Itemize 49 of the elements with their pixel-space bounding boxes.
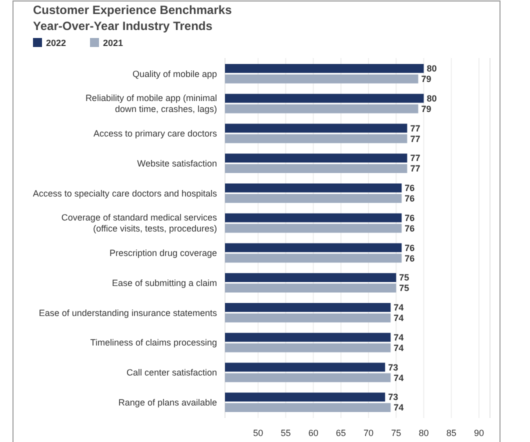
x-tick-label: 80 [418, 428, 429, 438]
legend-label: 2021 [103, 38, 124, 48]
data-label: 80 [426, 64, 437, 74]
data-label: 74 [394, 372, 404, 383]
x-tick-label: 85 [446, 428, 456, 438]
text: Year-Over-Year Industry Trends [33, 19, 213, 33]
data-label: 80 [426, 93, 437, 104]
data-label: 74 [394, 332, 404, 342]
data-label: 76 [404, 223, 415, 234]
y-tick-label: Quality of mobile app [132, 68, 217, 79]
data-label: 76 [404, 253, 415, 264]
data-label: 77 [410, 164, 420, 174]
data-label: 73 [388, 362, 398, 372]
data-label: 76 [404, 242, 415, 253]
x-tick-label: 60 [308, 428, 318, 438]
y-tick-label: Access to primary care doctors [93, 128, 218, 139]
y-tick-label: Ease of understanding insurance statements [38, 308, 218, 318]
data-label: 77 [410, 123, 420, 134]
legend-label: 2022 [46, 38, 66, 48]
x-tick-label: 75 [391, 428, 402, 438]
data-label: 75 [399, 272, 410, 283]
x-tick-label: 50 [253, 428, 264, 438]
x-tick-label: 55 [280, 428, 291, 438]
data-label: 74 [394, 302, 404, 313]
data-label: 79 [421, 104, 432, 114]
y-tick-label: Website satisfaction [137, 158, 217, 168]
data-label: 77 [410, 153, 420, 164]
y-tick-label: Access to specialty care doctors and hospitals [32, 188, 218, 198]
data-label: 79 [421, 74, 432, 84]
x-tick-label: 90 [474, 428, 484, 438]
y-tick-label: Coverage of standard medical services (office visits, tests, procedures) [61, 212, 218, 234]
x-tick-label: 70 [364, 428, 374, 438]
data-label: 73 [388, 392, 398, 402]
y-tick-label: Prescription drug coverage [109, 248, 217, 258]
data-label: 74 [394, 313, 404, 324]
data-label: 76 [404, 212, 415, 223]
x-tick-label: 65 [336, 428, 346, 438]
chart-title: Customer Experience Benchmarks [33, 3, 232, 17]
y-tick-label: Range of plans available [118, 397, 217, 408]
y-tick-label: Call center satisfaction [126, 368, 217, 378]
y-tick-label: Timeliness of claims processing [90, 338, 217, 348]
y-tick-label: Ease of submitting a claim [112, 278, 217, 288]
data-label: 74 [394, 342, 404, 353]
data-label: 74 [394, 402, 404, 413]
data-label: 77 [410, 134, 420, 144]
y-tick-label: Reliability of mobile app (minimal down time, crashes, lags) [85, 93, 217, 114]
data-label: 76 [404, 183, 415, 194]
data-label: 76 [404, 194, 415, 204]
data-label: 75 [399, 283, 410, 294]
